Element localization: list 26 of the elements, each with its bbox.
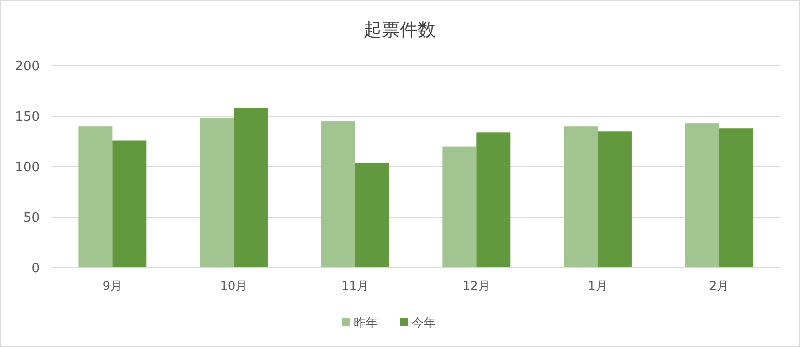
bar: [234, 108, 268, 268]
bar: [685, 124, 720, 268]
x-tick-label: 1月: [588, 279, 608, 293]
bar: [200, 118, 234, 268]
y-tick-label: 0: [32, 262, 40, 277]
x-tick-label: 10月: [220, 279, 248, 293]
x-tick-label: 9月: [102, 279, 122, 293]
bar: [442, 146, 477, 268]
bar: [598, 132, 632, 268]
y-tick-label: 50: [23, 211, 40, 226]
x-tick-label: 2月: [710, 279, 730, 293]
x-tick-label: 11月: [342, 279, 369, 293]
bar: [321, 122, 356, 268]
bar: [355, 162, 390, 268]
y-tick-label: 200: [15, 60, 40, 75]
bar: [719, 128, 754, 268]
bar: [476, 132, 511, 268]
x-tick-label: 12月: [463, 279, 490, 293]
bar: [78, 126, 113, 268]
legend-label: 今年: [412, 316, 436, 330]
y-tick-label: 150: [15, 110, 40, 126]
bar: [564, 126, 598, 268]
chart-title: 起票件数: [364, 20, 436, 41]
bar: [112, 140, 147, 268]
legend-label: 昨年: [354, 316, 378, 330]
y-tick-label: 100: [15, 160, 40, 176]
